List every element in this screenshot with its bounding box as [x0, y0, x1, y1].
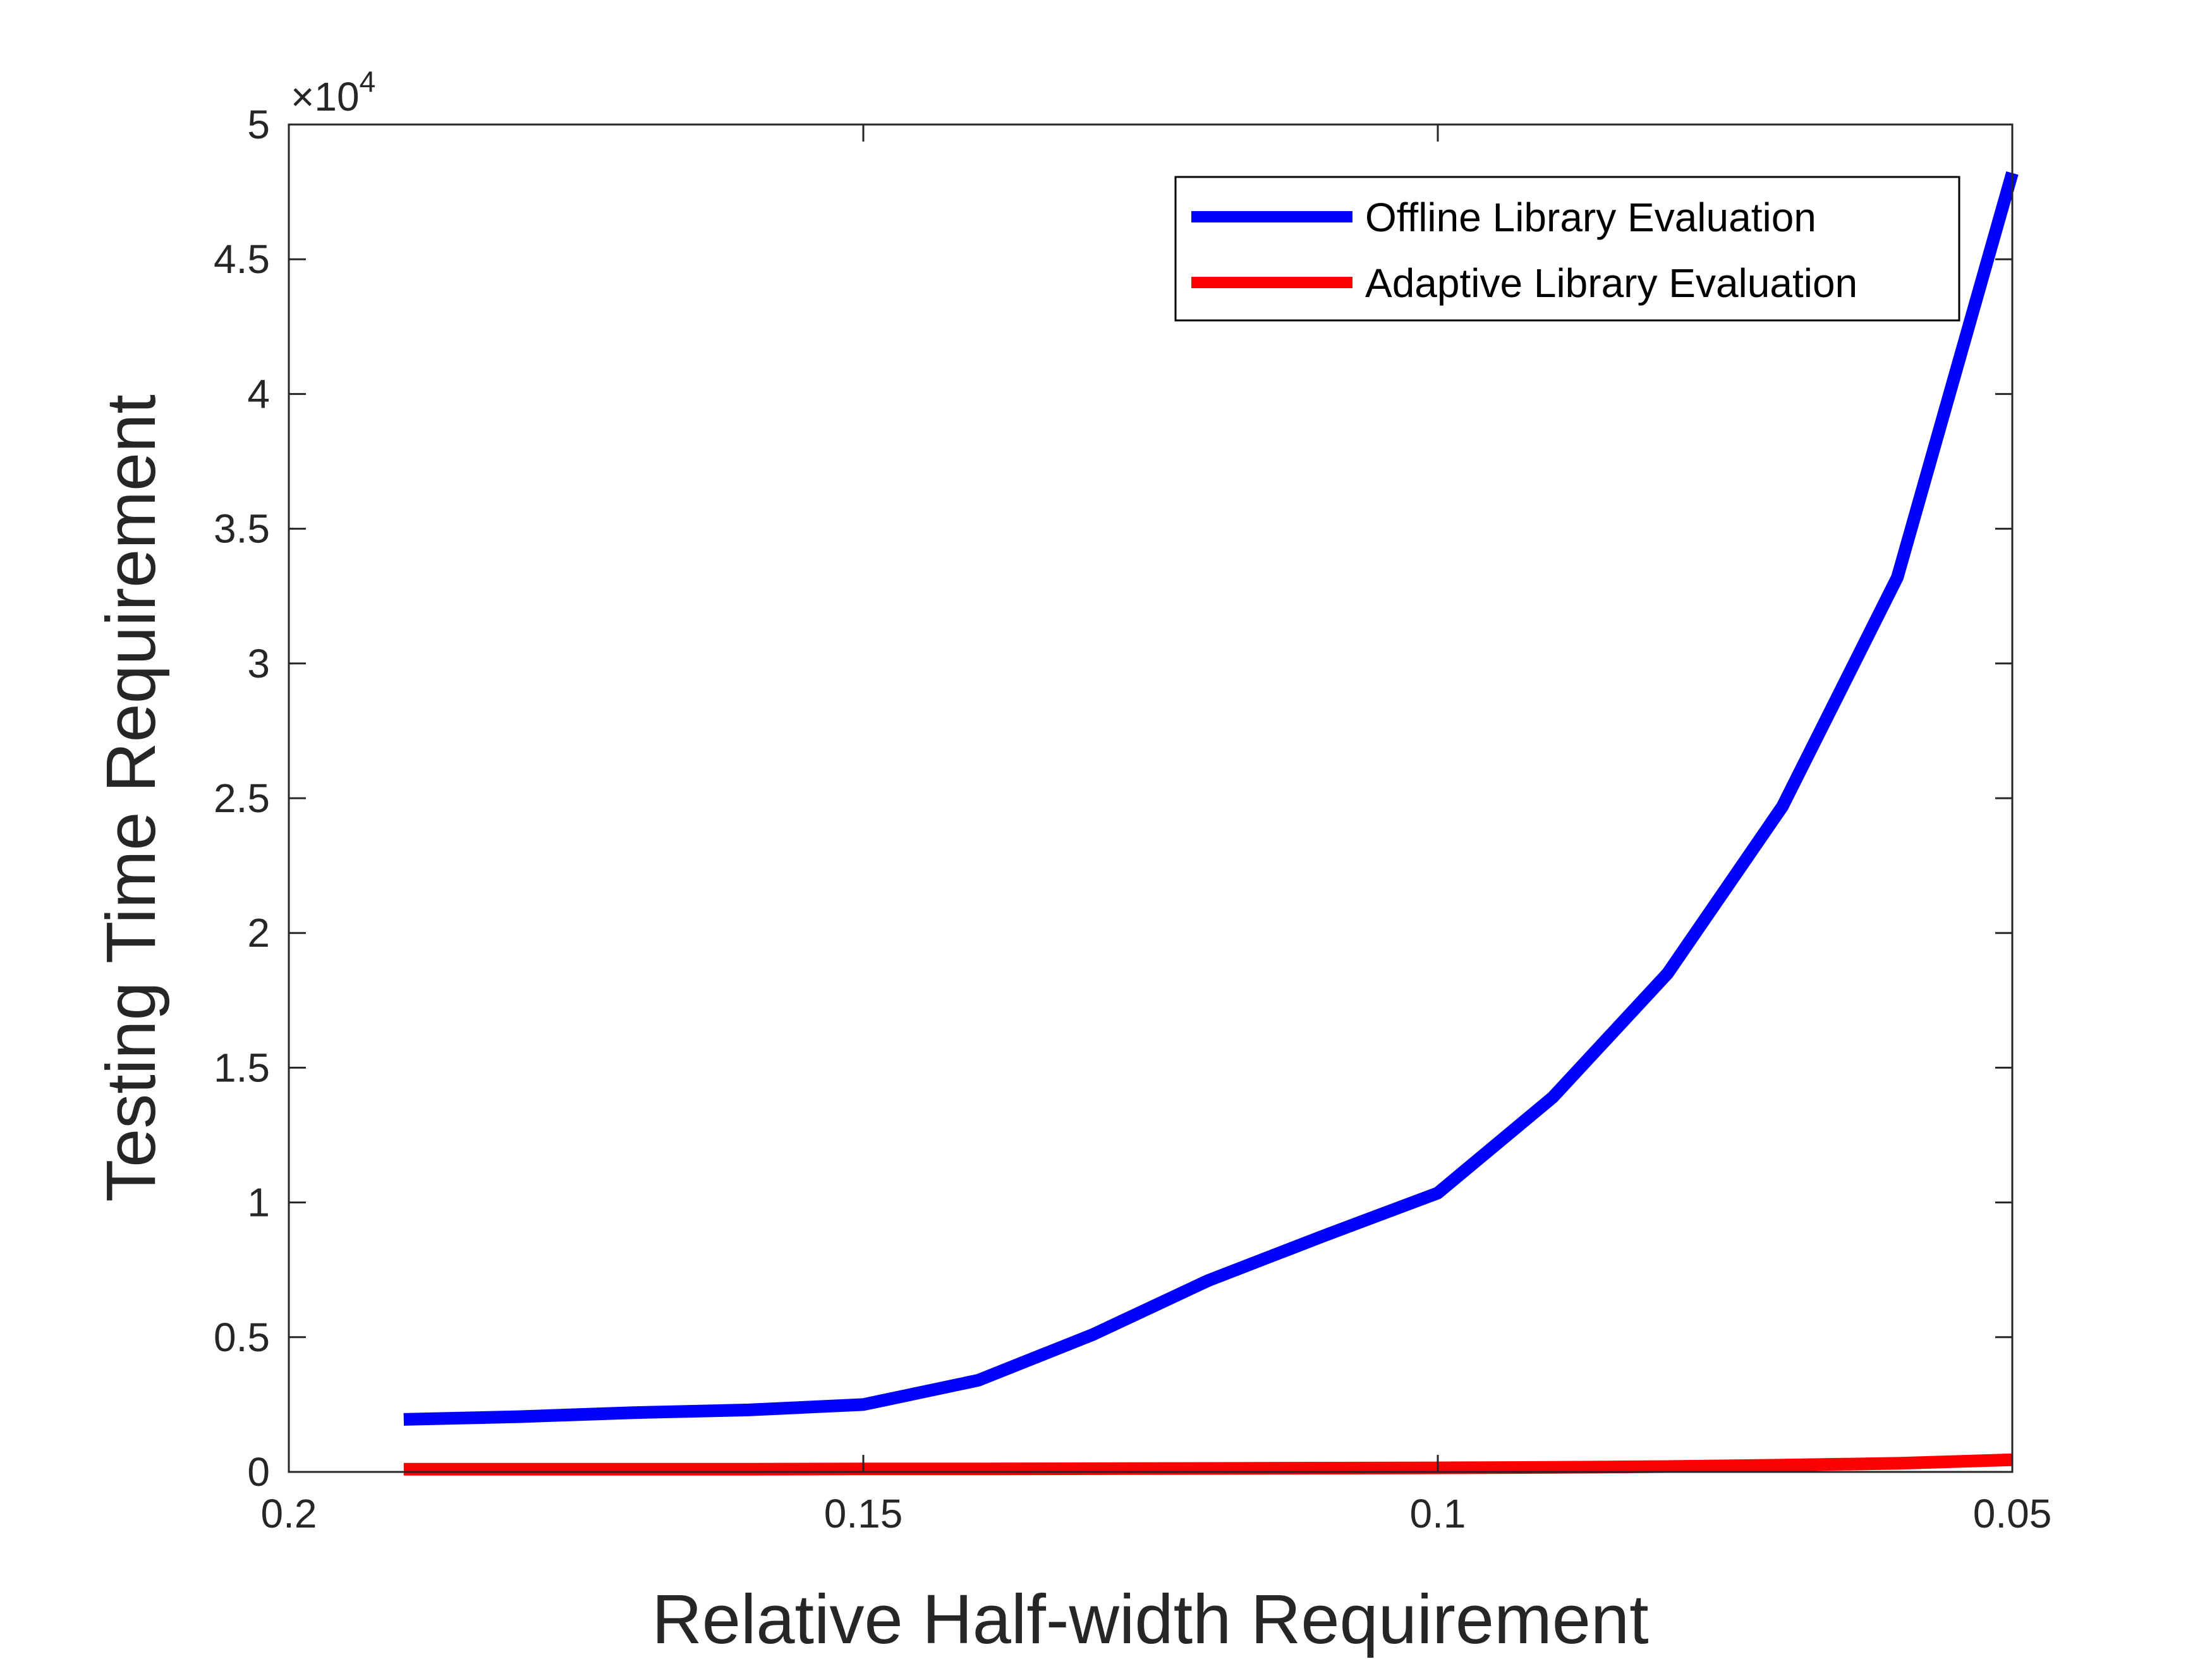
y-tick-label: 4.5: [214, 236, 270, 282]
y-axis-title: Testing Time Requirement: [92, 394, 170, 1202]
y-tick-label: 2: [247, 910, 270, 956]
x-tick-label: 0.15: [824, 1491, 903, 1536]
y-multiplier-base: ×10: [291, 74, 360, 119]
plot-frame: [288, 123, 2014, 1473]
x-tick-label: 0.2: [261, 1491, 317, 1536]
series-line-adaptive: [403, 1453, 2013, 1476]
series-layer: [403, 171, 2019, 1476]
y-multiplier-power: 4: [360, 65, 376, 98]
y-tick-label: 0: [247, 1449, 270, 1495]
legend: Offline Library Evaluation Adaptive Libr…: [1174, 176, 1960, 322]
x-tick-labels: 0.2 0.15 0.1 0.05: [261, 1491, 2052, 1536]
y-tick-labels: 0 0.5 1 1.5 2 2.5 3 3.5 4 4.5 5: [214, 102, 270, 1495]
y-tick-label: 3: [247, 641, 270, 686]
legend-label-adaptive: Adaptive Library Evaluation: [1365, 260, 1857, 306]
legend-label-offline: Offline Library Evaluation: [1365, 195, 1816, 240]
y-tick-label: 1: [247, 1180, 270, 1225]
series-line-offline: [403, 171, 2019, 1426]
y-tick-label: 5: [247, 102, 270, 147]
x-tick-label: 0.1: [1410, 1491, 1466, 1536]
y-tick-label: 2.5: [214, 775, 270, 821]
plot-area: [289, 125, 2012, 1472]
x-axis-title: Relative Half-width Requirement: [652, 1581, 1648, 1658]
y-multiplier-label: ×104: [291, 65, 375, 119]
y-tick-label: 4: [247, 371, 270, 416]
y-tick-label: 3.5: [214, 506, 270, 552]
x-tick-label: 0.05: [1973, 1491, 2052, 1536]
legend-box: [1174, 176, 1960, 322]
y-tick-label: 1.5: [214, 1045, 270, 1090]
y-tick-label: 0.5: [214, 1315, 270, 1360]
